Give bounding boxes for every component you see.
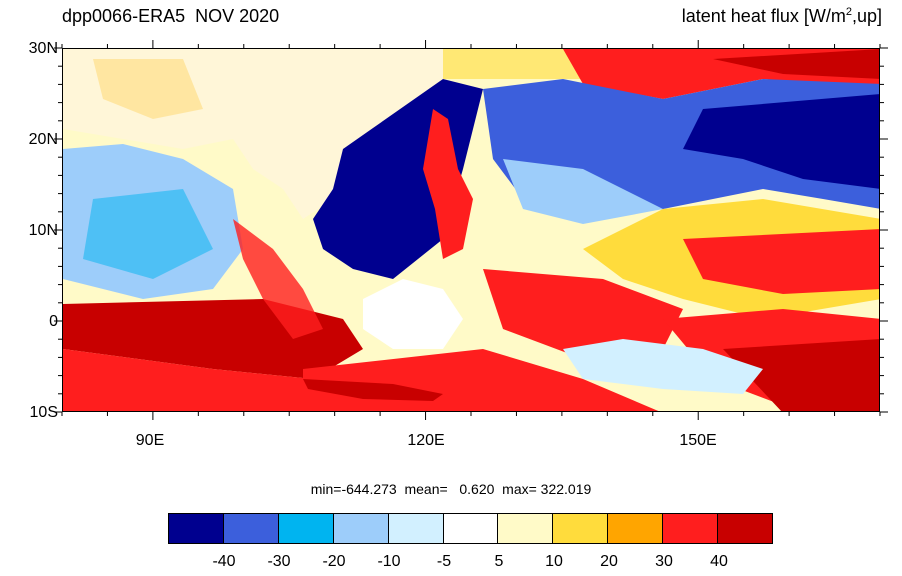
lat-label-0: 0: [49, 313, 58, 330]
colorbar-label: -10: [377, 553, 401, 570]
colorbar-box: [553, 514, 609, 543]
lat-label-20n: 20N: [28, 131, 58, 148]
lat-label-10n: 10N: [28, 222, 58, 239]
very-high-flux-coral-sea: [723, 339, 879, 411]
colorbar-label: 10: [545, 553, 563, 570]
land-borneo: [363, 279, 463, 349]
statistics-text: min=-644.273 mean= 0.620 max= 322.019: [310, 481, 592, 497]
colorbar-box: [388, 514, 444, 543]
lat-label-10s: 10S: [29, 404, 58, 421]
colorbar: [168, 513, 773, 544]
colorbar-label: 30: [655, 553, 673, 570]
land-new-guinea: [563, 339, 763, 394]
units-prefix: latent heat flux [W/m: [681, 6, 846, 26]
high-flux-south-indian: [63, 349, 361, 411]
colorbar-label: 40: [710, 553, 728, 570]
colorbar-box: [663, 514, 719, 543]
plot-title-right: latent heat flux [W/m2,up]: [682, 6, 882, 27]
very-high-flux-north-pacific: [713, 49, 879, 79]
colorbar-box: [608, 514, 664, 543]
colorbar-box: [333, 514, 389, 543]
colorbar-label: 5: [494, 553, 504, 570]
colorbar-box: [443, 514, 499, 543]
colorbar-label: -5: [436, 553, 452, 570]
very-low-flux-west-pacific: [683, 94, 879, 189]
colorbar-box: [278, 514, 334, 543]
land-texture-1: [93, 59, 203, 119]
map-panel: [62, 48, 880, 412]
lat-label-30n: 30N: [28, 40, 58, 57]
colorbar-label: -30: [267, 553, 291, 570]
colorbar-box: [498, 514, 554, 543]
colorbar-box: [169, 514, 224, 543]
land-java: [303, 379, 443, 401]
units-suffix: ,up]: [851, 6, 882, 26]
colorbar-box: [223, 514, 279, 543]
mid-low-flux-pacific: [503, 159, 663, 224]
colorbar-label: 20: [600, 553, 618, 570]
lon-label-90e: 90E: [135, 432, 165, 449]
plot-title-left: dpp0066-ERA5 NOV 2020: [62, 6, 280, 26]
lon-label-120e: 120E: [407, 432, 445, 449]
high-flux-maritime: [483, 269, 683, 359]
bay-of-bengal-inner: [83, 189, 213, 279]
colorbar-box: [718, 514, 772, 543]
colorbar-label: -20: [322, 553, 346, 570]
land-philippines: [423, 109, 473, 259]
colorbar-label: -40: [212, 553, 236, 570]
units-superscript: 2: [845, 6, 852, 18]
land-sumatra: [233, 219, 323, 339]
lon-label-150e: 150E: [679, 432, 717, 449]
high-flux-pacific: [683, 229, 879, 294]
latent-heat-flux-map: [63, 49, 879, 411]
